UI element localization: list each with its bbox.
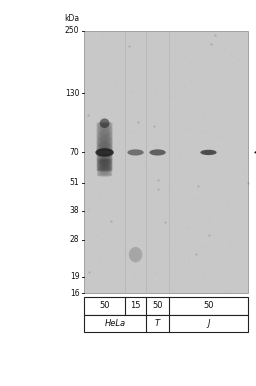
Ellipse shape bbox=[97, 153, 113, 156]
Ellipse shape bbox=[97, 162, 113, 164]
Ellipse shape bbox=[97, 163, 112, 165]
Text: T: T bbox=[155, 319, 160, 328]
Text: kDa: kDa bbox=[64, 14, 79, 23]
Ellipse shape bbox=[150, 149, 166, 156]
Ellipse shape bbox=[95, 148, 114, 157]
Ellipse shape bbox=[97, 127, 113, 129]
Ellipse shape bbox=[97, 152, 113, 155]
Text: 130: 130 bbox=[65, 89, 79, 98]
Ellipse shape bbox=[127, 149, 144, 156]
Ellipse shape bbox=[100, 119, 110, 128]
Ellipse shape bbox=[200, 150, 217, 155]
Ellipse shape bbox=[97, 167, 113, 169]
Ellipse shape bbox=[97, 145, 113, 147]
Ellipse shape bbox=[97, 165, 112, 168]
FancyBboxPatch shape bbox=[84, 297, 248, 315]
Text: 70: 70 bbox=[70, 148, 79, 157]
Text: 38: 38 bbox=[70, 206, 79, 215]
Ellipse shape bbox=[97, 138, 113, 141]
Ellipse shape bbox=[97, 150, 113, 152]
Ellipse shape bbox=[99, 151, 110, 154]
Ellipse shape bbox=[97, 174, 112, 177]
Ellipse shape bbox=[97, 161, 112, 163]
Ellipse shape bbox=[97, 157, 113, 160]
Ellipse shape bbox=[97, 132, 113, 134]
Text: 50: 50 bbox=[203, 301, 214, 310]
Ellipse shape bbox=[97, 128, 113, 131]
Ellipse shape bbox=[97, 172, 112, 174]
Ellipse shape bbox=[97, 168, 112, 170]
Ellipse shape bbox=[97, 141, 113, 144]
Ellipse shape bbox=[97, 159, 112, 162]
Text: 15: 15 bbox=[130, 301, 141, 310]
Text: J: J bbox=[207, 319, 210, 328]
Ellipse shape bbox=[97, 162, 112, 164]
Ellipse shape bbox=[97, 164, 112, 166]
Ellipse shape bbox=[97, 136, 113, 139]
Ellipse shape bbox=[97, 171, 112, 173]
Ellipse shape bbox=[97, 163, 113, 166]
Ellipse shape bbox=[129, 247, 142, 262]
FancyBboxPatch shape bbox=[84, 31, 248, 293]
Ellipse shape bbox=[97, 158, 112, 161]
Text: 19: 19 bbox=[70, 273, 79, 281]
Ellipse shape bbox=[97, 149, 113, 151]
Ellipse shape bbox=[97, 159, 113, 162]
FancyBboxPatch shape bbox=[84, 315, 248, 332]
Ellipse shape bbox=[97, 151, 113, 154]
Text: 50: 50 bbox=[99, 301, 110, 310]
Ellipse shape bbox=[97, 140, 113, 143]
Ellipse shape bbox=[97, 130, 113, 133]
Ellipse shape bbox=[97, 134, 113, 137]
Ellipse shape bbox=[97, 139, 113, 142]
Text: 50: 50 bbox=[152, 301, 163, 310]
Ellipse shape bbox=[97, 146, 113, 149]
Ellipse shape bbox=[97, 169, 113, 172]
Ellipse shape bbox=[97, 166, 112, 169]
Text: 16: 16 bbox=[70, 289, 79, 298]
Ellipse shape bbox=[97, 170, 112, 172]
Ellipse shape bbox=[97, 158, 113, 161]
Ellipse shape bbox=[97, 142, 113, 145]
Ellipse shape bbox=[97, 164, 113, 167]
Text: HeLa: HeLa bbox=[105, 319, 126, 328]
Ellipse shape bbox=[97, 124, 113, 127]
Text: 51: 51 bbox=[70, 178, 79, 187]
Ellipse shape bbox=[97, 168, 113, 171]
Ellipse shape bbox=[204, 151, 214, 154]
Ellipse shape bbox=[97, 133, 113, 135]
Text: 28: 28 bbox=[70, 235, 79, 244]
Ellipse shape bbox=[97, 169, 112, 171]
Ellipse shape bbox=[97, 173, 112, 176]
Ellipse shape bbox=[97, 154, 113, 157]
Ellipse shape bbox=[97, 147, 113, 150]
Ellipse shape bbox=[97, 125, 113, 128]
Ellipse shape bbox=[97, 161, 113, 163]
Ellipse shape bbox=[97, 144, 113, 146]
Text: 250: 250 bbox=[65, 26, 79, 36]
Ellipse shape bbox=[97, 123, 113, 126]
Ellipse shape bbox=[97, 156, 113, 158]
Ellipse shape bbox=[97, 122, 113, 125]
Ellipse shape bbox=[97, 135, 113, 138]
Ellipse shape bbox=[97, 166, 113, 168]
Ellipse shape bbox=[97, 129, 113, 132]
